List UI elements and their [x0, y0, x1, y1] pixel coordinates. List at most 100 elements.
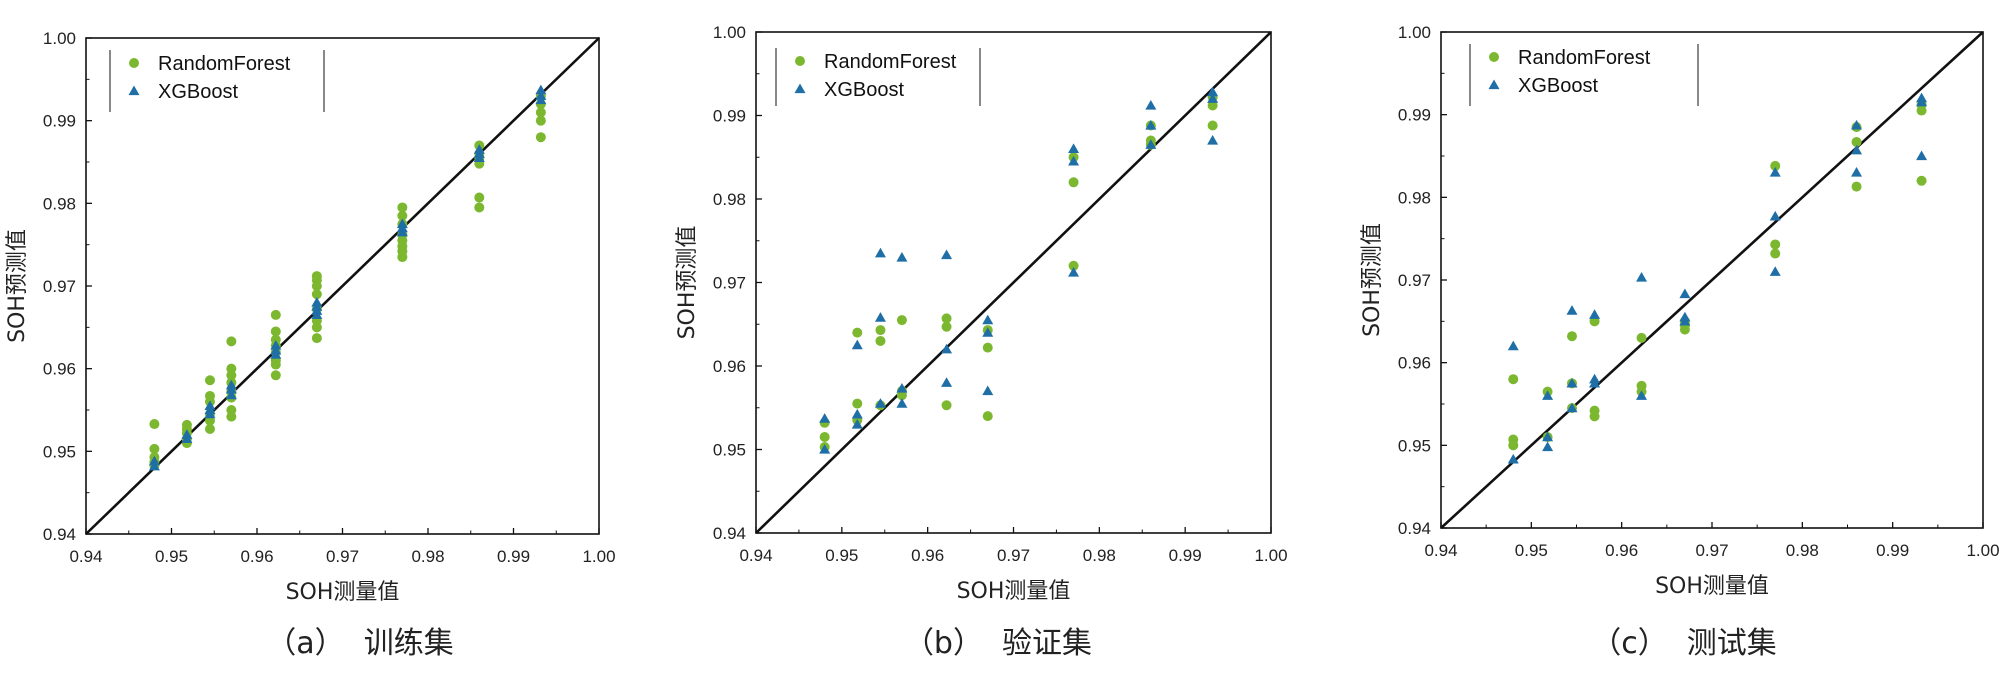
xgb-point	[1507, 340, 1519, 351]
y-tick-label: 0.98	[713, 190, 746, 209]
y-axis-label: SOH预测值	[5, 229, 30, 343]
y-tick-label: 0.94	[713, 524, 746, 543]
xgb-point	[535, 94, 547, 105]
y-tick-label: 0.95	[713, 441, 746, 460]
rf-point	[1508, 440, 1519, 451]
xgb-point	[941, 343, 953, 354]
identity-line	[85, 37, 600, 535]
rf-point	[941, 400, 952, 411]
xgb-point	[1145, 99, 1157, 110]
xgb-point	[1636, 272, 1648, 282]
rf-point	[1851, 136, 1862, 147]
rf-point	[1916, 105, 1927, 116]
rf-point	[1679, 324, 1690, 335]
legend-xgb-marker	[794, 83, 806, 94]
y-tick-label: 0.98	[1398, 188, 1431, 207]
xgb-point	[896, 398, 908, 408]
y-axis-label: SOH预测值	[1360, 223, 1385, 337]
xgb-point	[1507, 453, 1519, 464]
x-tick-label: 1.00	[1966, 541, 1999, 560]
legend-label: XGBoost	[824, 79, 904, 101]
y-tick-label: 0.99	[1398, 106, 1431, 125]
y-tick-label: 1.00	[713, 23, 746, 42]
xgb-point	[225, 383, 237, 394]
xgb-point	[982, 327, 994, 337]
xgb-point	[535, 84, 547, 95]
x-axis-label: SOH测量值	[957, 579, 1071, 604]
xgb-point	[851, 418, 863, 429]
rf-point	[270, 359, 281, 370]
x-tick-label: 0.98	[411, 547, 444, 566]
rf-point	[1916, 175, 1927, 186]
rf-point	[226, 411, 237, 422]
rf-point	[1770, 248, 1781, 259]
xgb-point	[874, 247, 886, 258]
x-tick-label: 0.96	[911, 546, 944, 565]
x-tick-label: 0.99	[1169, 546, 1202, 565]
chart-panel-c: 0.94 0.95 0.96 0.97 0.98 0.99 1.00 0.94 0.95 0.96…	[1360, 23, 2000, 599]
legend-label: XGBoost	[1518, 75, 1598, 97]
rf-point	[311, 281, 322, 291]
xgb-point	[1145, 120, 1157, 130]
rf-point	[270, 370, 281, 381]
identity-line	[755, 31, 1272, 534]
x-tick-label: 0.96	[1605, 541, 1638, 560]
x-axis-label: SOH测量值	[286, 580, 400, 605]
x-tick-label: 0.97	[997, 546, 1030, 565]
xgb-point	[1769, 167, 1781, 177]
xgb-point	[1542, 390, 1554, 400]
xgb-point	[1851, 144, 1863, 155]
xgb-point	[819, 413, 831, 423]
rf-point	[311, 289, 322, 300]
y-tick-label: 0.95	[1398, 436, 1431, 455]
rf-point	[982, 342, 993, 353]
xgb-point	[270, 340, 282, 350]
rf-point	[397, 210, 408, 221]
xgb-point	[941, 377, 953, 387]
xgb-point	[1207, 93, 1219, 103]
y-tick-label: 0.94	[1398, 519, 1431, 538]
caption-a: （a） 训练集	[266, 626, 454, 661]
x-tick-label: 0.97	[1695, 541, 1728, 560]
y-tick-label: 1.00	[1398, 23, 1431, 42]
rf-point	[819, 431, 830, 442]
xgb-point	[896, 383, 908, 393]
rf-point	[852, 398, 863, 409]
xgb-point	[270, 349, 282, 359]
y-tick-label: 0.97	[1398, 271, 1431, 290]
legend-label: RandomForest	[824, 51, 957, 73]
xgb-point	[851, 339, 863, 350]
xgb-point	[1068, 266, 1080, 277]
x-tick-label: 0.97	[326, 547, 359, 566]
xgb-point	[819, 444, 831, 454]
rf-point	[982, 411, 993, 422]
rf-point	[535, 132, 546, 143]
xgb-point	[396, 226, 408, 237]
y-tick-label: 0.99	[713, 107, 746, 126]
legend-xgb-marker	[1488, 79, 1500, 90]
rf-point	[397, 202, 408, 213]
rf-point	[941, 313, 952, 324]
y-tick-label: 0.96	[43, 360, 76, 379]
x-tick-label: 0.99	[1876, 541, 1909, 560]
y-tick-label: 0.96	[713, 357, 746, 376]
xgb-point	[148, 460, 160, 471]
xgb-point	[1542, 431, 1554, 442]
xgb-point	[1679, 288, 1691, 299]
rf-point	[311, 333, 322, 344]
xgb-point	[1589, 309, 1601, 319]
xgb-point	[1068, 155, 1080, 166]
rf-point	[204, 375, 215, 386]
x-tick-label: 0.95	[155, 547, 188, 566]
rf-point	[311, 322, 322, 333]
xgb-point	[1636, 390, 1648, 400]
legend: RandomForest XGBoost	[1469, 44, 1699, 106]
rf-point	[1636, 332, 1647, 343]
rf-point	[149, 419, 160, 430]
rf-point	[1207, 120, 1218, 131]
x-tick-label: 0.95	[1515, 541, 1548, 560]
x-axis-label: SOH测量值	[1655, 574, 1769, 599]
rf-point	[1851, 181, 1862, 192]
rf-point	[226, 370, 237, 381]
